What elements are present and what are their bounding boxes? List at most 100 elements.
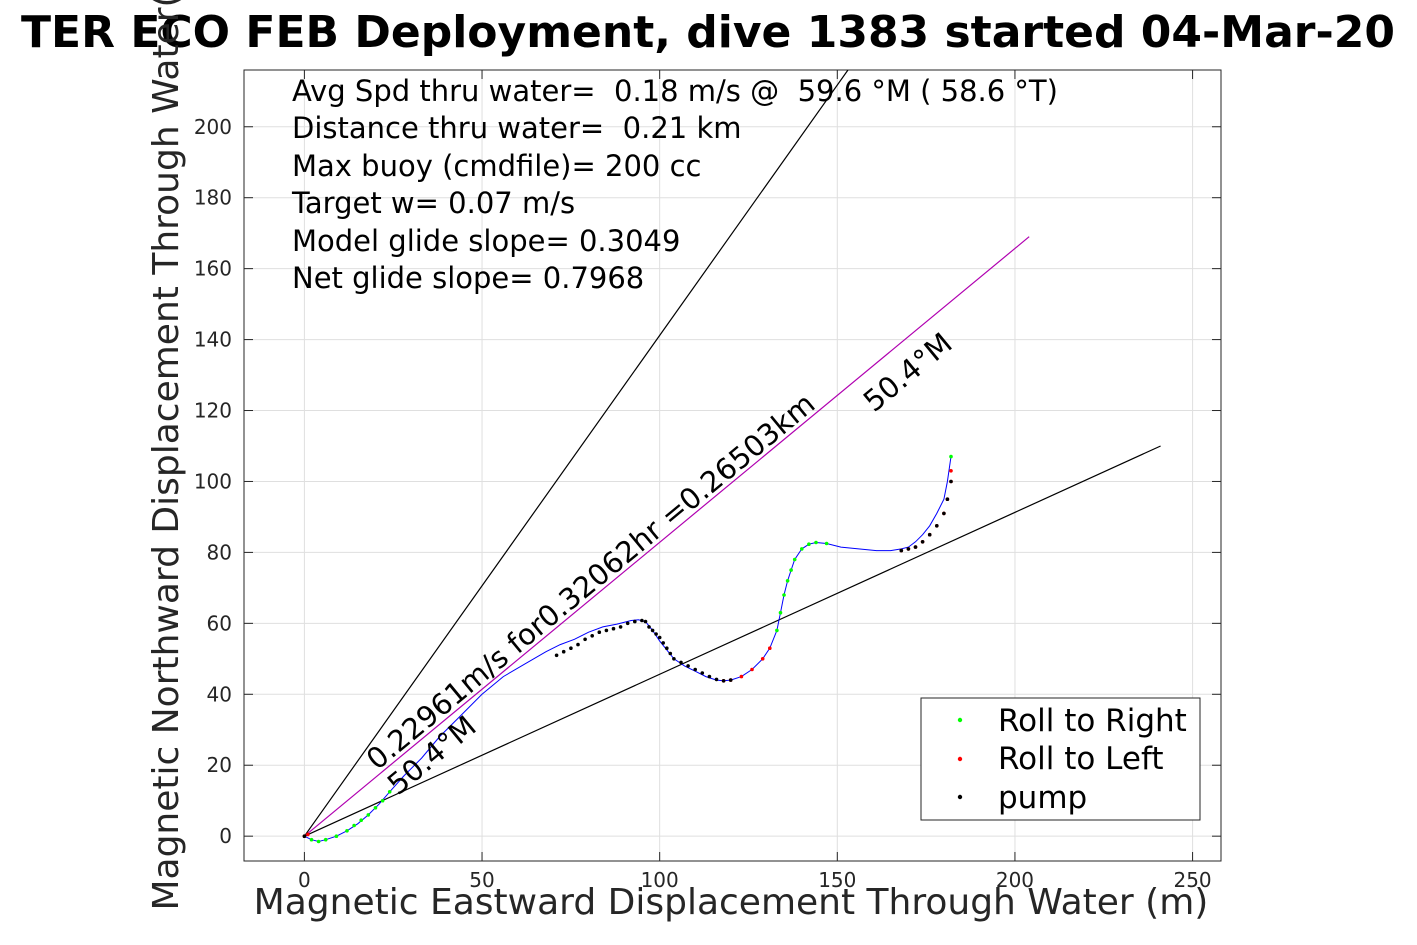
point-pump [302, 834, 307, 838]
x-tick-label: 100 [641, 868, 679, 892]
y-tick-label: 180 [194, 186, 232, 210]
annotation-max-buoy: Max buoy (cmdfile)= 200 cc [292, 149, 701, 183]
y-tick-label: 160 [194, 257, 232, 281]
y-tick-label: 80 [207, 540, 232, 564]
point-pump [679, 660, 683, 665]
point-roll-to-right [778, 610, 783, 615]
point-roll-to-right [814, 540, 818, 545]
point-pump [625, 621, 630, 626]
point-pump [643, 619, 648, 624]
point-pump [554, 653, 559, 658]
grid [244, 70, 1221, 861]
reference-line [303, 70, 849, 837]
legend-label-roll-left: Roll to Left [998, 741, 1164, 777]
point-pump [693, 667, 697, 672]
y-tick-label: 60 [207, 611, 232, 635]
point-pump [668, 651, 673, 656]
point-pump [633, 619, 637, 624]
point-pump [700, 671, 705, 675]
point-pump [913, 545, 918, 549]
reference-line [304, 445, 1161, 837]
point-pump [576, 642, 580, 647]
y-tick-label: 140 [194, 328, 232, 352]
axes: 0 50 100 150 200 250 0 20 40 60 80 100 120 140 160 180 2… [194, 69, 1222, 892]
point-roll-to-right [807, 542, 811, 546]
annotation-distance: Distance thru water= 0.21 km [292, 111, 742, 145]
point-pump [604, 628, 609, 633]
point-roll-to-left [739, 674, 744, 679]
point-roll-to-right [373, 806, 378, 810]
y-tick-label: 200 [194, 115, 232, 139]
point-pump [945, 497, 950, 502]
point-pump [927, 532, 932, 537]
point-pump [942, 511, 946, 516]
point-roll-to-right [949, 454, 953, 459]
point-pump [949, 479, 953, 484]
point-pump [665, 646, 669, 650]
annotation-avg-speed: Avg Spd thru water= 0.18 m/s @ 59.6 °M (… [292, 74, 1058, 108]
x-tick-label: 250 [1173, 868, 1211, 892]
point-pump [647, 625, 651, 629]
x-axis-label: Magnetic Eastward Displacement Through W… [254, 882, 1209, 923]
point-pump [611, 626, 616, 631]
point-roll-to-right [380, 798, 385, 803]
point-pump [935, 524, 939, 528]
point-pump [721, 679, 726, 683]
point-roll-to-left [760, 657, 765, 661]
annotation-model-glide: Model glide slope= 0.3049 [292, 224, 680, 258]
point-pump [714, 677, 719, 682]
point-roll-to-right [785, 579, 790, 583]
x-tick-label: 150 [818, 868, 856, 892]
point-pump [920, 540, 925, 544]
point-pump [686, 664, 690, 668]
point-roll-to-left [768, 646, 772, 650]
point-pump [590, 634, 594, 638]
point-pump [654, 632, 658, 636]
point-roll-to-left [949, 469, 953, 473]
point-roll-to-right [800, 547, 804, 551]
y-tick-label: 40 [207, 682, 232, 706]
chart-title: TER ECO FEB Deployment, dive 1383 starte… [21, 7, 1395, 58]
point-pump [728, 678, 733, 682]
plot-frame [243, 69, 1222, 862]
point-roll-to-right [782, 593, 786, 597]
point-pump [707, 674, 712, 679]
point-roll-to-right [334, 834, 339, 838]
x-tick-label: 50 [469, 868, 494, 892]
annotation-target-w: Target w= 0.07 m/s [291, 186, 575, 220]
point-roll-to-left [750, 667, 754, 672]
annotations: Avg Spd thru water= 0.18 m/s @ 59.6 °M (… [291, 74, 1058, 295]
point-pump [672, 657, 676, 661]
point-pump [561, 649, 566, 654]
point-pump [657, 635, 662, 640]
point-roll-to-left [306, 832, 310, 837]
point-pump [906, 547, 911, 551]
legend-box [920, 697, 1201, 821]
y-tick-label: 100 [194, 469, 232, 493]
point-roll-to-right [366, 813, 371, 817]
annotation-net-glide: Net glide slope= 0.7968 [292, 261, 644, 295]
point-roll-to-right [792, 557, 797, 562]
point-roll-to-right [309, 837, 314, 842]
point-pump [899, 548, 904, 553]
point-roll-to-right [323, 837, 328, 842]
y-tick-label: 20 [207, 753, 232, 777]
point-pump [569, 646, 573, 650]
reference-line [304, 236, 1030, 837]
x-tick-label: 0 [298, 868, 311, 892]
point-roll-to-right [345, 829, 349, 833]
speed-label: 0.22961m/s for0.32062hr =0.26503km [360, 386, 822, 776]
point-pump [661, 641, 665, 645]
y-axis-label: Magnetic Northward Displacement Through … [146, 0, 187, 911]
point-pump [650, 628, 655, 633]
reference-lines [303, 70, 1161, 837]
point-roll-to-right [359, 818, 364, 822]
legend: Roll to Right Roll to Left pump [920, 697, 1201, 821]
data-points [302, 454, 953, 844]
point-roll-to-right [387, 790, 392, 794]
point-pump [618, 625, 623, 629]
point-pump [597, 630, 602, 634]
x-tick-label: 200 [996, 868, 1034, 892]
point-pump [640, 618, 644, 623]
